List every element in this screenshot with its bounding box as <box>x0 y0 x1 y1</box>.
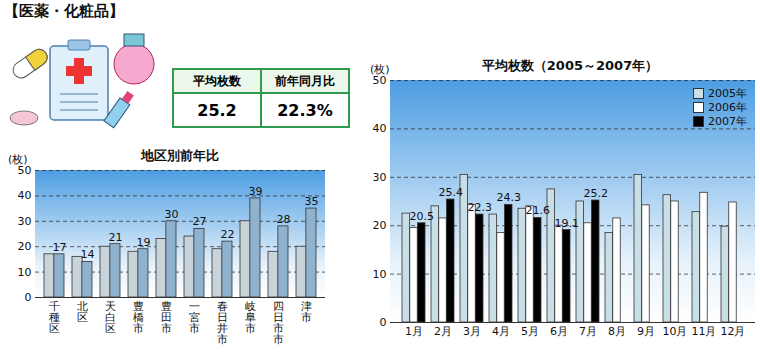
svg-text:27: 27 <box>192 215 206 228</box>
svg-text:22.3: 22.3 <box>468 201 493 214</box>
svg-text:39: 39 <box>248 185 262 198</box>
svg-text:10: 10 <box>373 268 387 281</box>
svg-text:25.4: 25.4 <box>439 186 464 199</box>
html-text:2006年: 2006年 <box>708 100 747 114</box>
svg-text:津市: 津市 <box>301 300 312 324</box>
svg-text:30: 30 <box>373 171 387 184</box>
html-text:22.3%: 22.3% <box>277 100 333 120</box>
svg-text:10月: 10月 <box>663 325 688 338</box>
svg-text:北区: 北区 <box>77 300 88 324</box>
svg-text:12月: 12月 <box>721 325 746 338</box>
svg-text:一宮市: 一宮市 <box>189 300 200 335</box>
svg-text:天白区: 天白区 <box>105 300 116 335</box>
html-text:地区別前年比: 地区別前年比 <box>141 148 219 163</box>
svg-text:5月: 5月 <box>521 325 539 338</box>
svg-text:6月: 6月 <box>550 325 568 338</box>
svg-text:四日市市: 四日市市 <box>273 300 284 346</box>
svg-text:50: 50 <box>18 164 32 177</box>
svg-text:7月: 7月 <box>579 325 597 338</box>
svg-text:50: 50 <box>373 75 387 87</box>
svg-text:25.2: 25.2 <box>584 187 609 200</box>
svg-text:24.3: 24.3 <box>497 191 522 204</box>
html-text:平均枚数（2005～2007年）: 平均枚数（2005～2007年） <box>481 58 659 73</box>
svg-text:20: 20 <box>373 219 387 232</box>
svg-text:1月: 1月 <box>405 325 423 338</box>
svg-text:21: 21 <box>108 231 122 244</box>
svg-text:40: 40 <box>373 122 387 135</box>
svg-text:3月: 3月 <box>463 325 481 338</box>
svg-text:8月: 8月 <box>608 325 626 338</box>
html-text:【医薬・化粧品】: 【医薬・化粧品】 <box>4 2 124 20</box>
html-text:平均枚数: 平均枚数 <box>193 73 241 88</box>
svg-text:20.5: 20.5 <box>410 210 435 223</box>
html-text:25.2: 25.2 <box>197 100 237 120</box>
svg-text:0: 0 <box>25 291 32 304</box>
svg-text:21.6: 21.6 <box>526 204 551 217</box>
svg-text:豊橋市: 豊橋市 <box>133 300 144 335</box>
html-text:前年同月比: 前年同月比 <box>275 73 335 88</box>
svg-text:19.1: 19.1 <box>555 217 580 230</box>
svg-text:0: 0 <box>380 316 387 329</box>
svg-text:岐阜市: 岐阜市 <box>245 300 256 335</box>
html-text:2007年: 2007年 <box>708 114 747 128</box>
svg-text:春日井市: 春日井市 <box>217 300 228 346</box>
svg-text:豊田市: 豊田市 <box>161 300 172 335</box>
html-text:(枚): (枚) <box>8 153 28 166</box>
html-text:(枚): (枚) <box>370 63 390 76</box>
svg-text:20: 20 <box>18 240 32 253</box>
svg-text:22: 22 <box>220 228 234 241</box>
svg-text:2月: 2月 <box>434 325 452 338</box>
html-text:2005年: 2005年 <box>708 86 747 100</box>
svg-text:4月: 4月 <box>492 325 510 338</box>
svg-text:10: 10 <box>18 266 32 279</box>
svg-text:40: 40 <box>18 189 32 202</box>
svg-text:35: 35 <box>304 195 318 208</box>
svg-text:30: 30 <box>164 208 178 221</box>
svg-text:17: 17 <box>52 241 66 254</box>
svg-text:11月: 11月 <box>692 325 717 338</box>
svg-text:千種区: 千種区 <box>49 300 60 335</box>
svg-text:28: 28 <box>276 213 290 226</box>
svg-text:14: 14 <box>80 248 94 261</box>
svg-text:19: 19 <box>136 236 150 249</box>
svg-text:30: 30 <box>18 215 32 228</box>
svg-text:9月: 9月 <box>637 325 655 338</box>
